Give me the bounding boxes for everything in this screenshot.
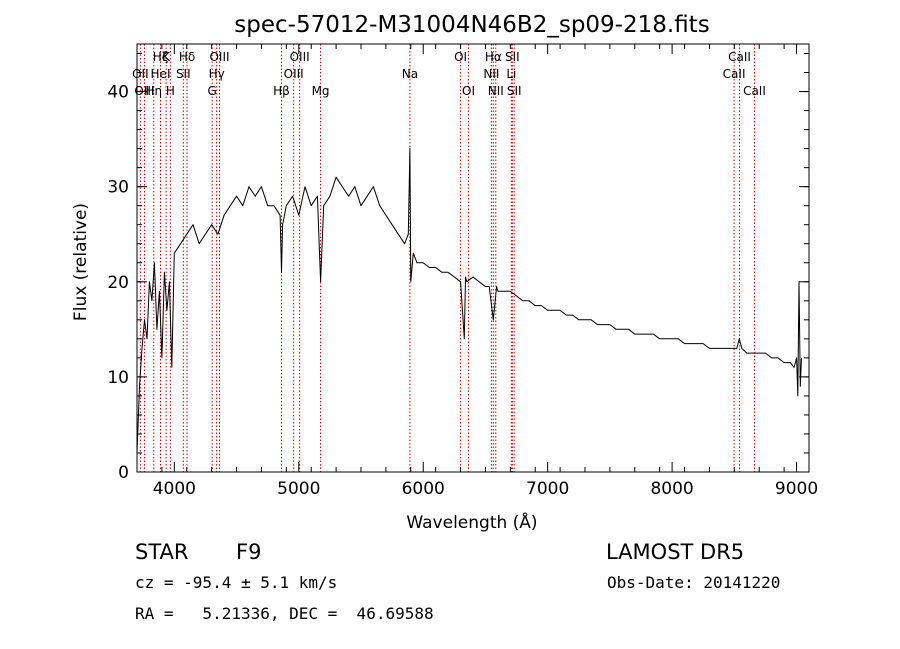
line-label-20: Hα xyxy=(485,50,502,64)
spectrum-line-0 xyxy=(136,148,802,454)
redshift-velocity: cz = -95.4 ± 5.1 km/s xyxy=(135,573,338,592)
object-class: STAR xyxy=(135,540,189,564)
line-label-19: NII xyxy=(483,67,499,81)
line-label-1: OIII xyxy=(134,84,154,98)
line-label-3: Hζ xyxy=(153,50,169,64)
spectral-line-markers xyxy=(139,44,755,472)
survey-name: LAMOST DR5 xyxy=(606,540,745,564)
line-label-9: G xyxy=(208,84,217,98)
x-tick-label-0: 4000 xyxy=(153,479,196,499)
y-tick-label-2: 20 xyxy=(107,273,129,293)
spectral-line-labels: OIIOIIIHηHζHeIKHSIIHδGHγOIIIHβOIIIOIIIMg… xyxy=(132,50,766,98)
y-tick-label-4: 40 xyxy=(107,83,129,103)
x-tick-label-5: 9000 xyxy=(775,479,818,499)
line-label-12: Hβ xyxy=(273,84,290,98)
line-label-13: OIII xyxy=(284,67,304,81)
line-label-11: OIII xyxy=(209,50,229,64)
spectrum-series xyxy=(136,148,802,454)
line-label-18: OI xyxy=(462,84,475,98)
observation-date: Obs-Date: 20141220 xyxy=(607,573,781,592)
line-label-15: Mg xyxy=(312,84,330,98)
line-label-4: HeI xyxy=(151,67,171,81)
sky-coordinates: RA = 5.21336, DEC = 46.69588 xyxy=(135,604,434,623)
chart-title: spec-57012-M31004N46B2_sp09-218.fits xyxy=(234,12,709,38)
line-label-7: SII xyxy=(176,67,191,81)
line-label-14: OIII xyxy=(290,50,310,64)
line-label-8: Hδ xyxy=(179,50,195,64)
x-axis-label: Wavelength (Å) xyxy=(406,511,537,533)
line-label-26: CaII xyxy=(728,50,751,64)
line-label-2: Hη xyxy=(145,84,162,98)
y-tick-label-0: 0 xyxy=(118,463,129,483)
x-axis-ticks: 4000 5000 6000 7000 8000 9000 xyxy=(136,44,818,499)
line-label-25: CaII xyxy=(723,67,746,81)
line-label-22: Li xyxy=(506,67,516,81)
line-label-0: OII xyxy=(132,67,149,81)
x-tick-label-3: 7000 xyxy=(526,479,569,499)
object-subclass: F9 xyxy=(236,540,262,564)
x-tick-label-2: 6000 xyxy=(402,479,445,499)
line-label-5: K xyxy=(162,50,171,64)
line-label-21: NII xyxy=(488,84,504,98)
x-tick-label-4: 8000 xyxy=(650,479,693,499)
plot-frame xyxy=(136,43,810,473)
line-label-24: SII xyxy=(507,84,522,98)
y-tick-label-1: 10 xyxy=(107,368,129,388)
y-axis-ticks: 0 10 20 30 40 xyxy=(107,53,809,483)
y-tick-label-3: 30 xyxy=(107,178,129,198)
line-label-23: SII xyxy=(505,50,520,64)
line-label-10: Hγ xyxy=(209,67,225,81)
line-label-27: CaII xyxy=(743,84,766,98)
line-label-16: Na xyxy=(402,67,418,81)
x-tick-label-1: 5000 xyxy=(277,479,320,499)
y-axis-label: Flux (relative) xyxy=(71,203,91,321)
line-label-6: H xyxy=(166,84,175,98)
line-label-17: OI xyxy=(454,50,467,64)
